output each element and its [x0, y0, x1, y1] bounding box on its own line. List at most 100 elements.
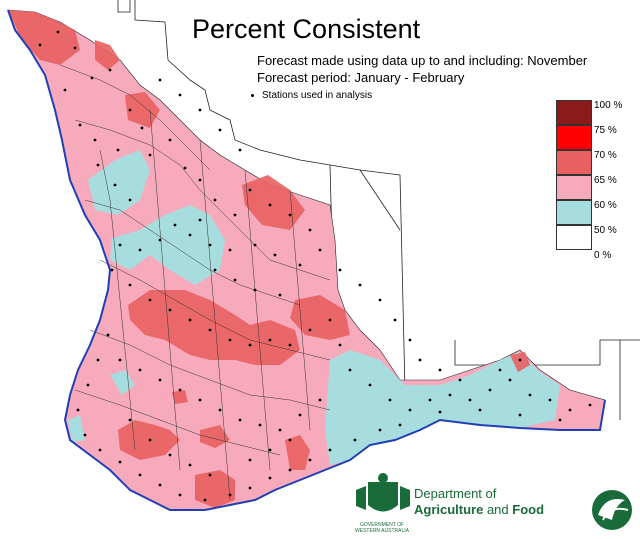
station-dot — [138, 248, 142, 252]
station-dot — [308, 458, 312, 462]
station-dot — [588, 403, 592, 407]
station-dot — [338, 268, 342, 272]
station-dot — [96, 163, 100, 167]
station-dot — [228, 493, 232, 497]
stations-label: Stations used in analysis — [262, 90, 373, 101]
stations-legend: Stations used in analysis — [251, 90, 372, 101]
legend-label-70: 70 % — [594, 150, 617, 161]
station-dot — [378, 428, 382, 432]
station-dot — [358, 283, 362, 287]
station-dot — [228, 248, 232, 252]
station-dot — [248, 343, 252, 347]
legend-label-100: 100 % — [594, 100, 623, 111]
wa-crest-icon — [356, 473, 410, 512]
station-dot — [233, 213, 237, 217]
station-dot — [198, 218, 202, 222]
station-dot — [468, 398, 472, 402]
station-dot — [128, 418, 132, 422]
station-dot — [128, 108, 132, 112]
legend-swatch-70 — [556, 150, 592, 175]
station-dot — [63, 88, 67, 92]
forecast-period-text: Forecast period: January - February — [257, 70, 465, 85]
station-dot — [208, 328, 212, 332]
station-dot — [418, 358, 422, 362]
station-dot — [298, 263, 302, 267]
dafwa-logo-icon — [592, 490, 632, 530]
station-dot — [106, 333, 110, 337]
station-dot — [168, 308, 172, 312]
station-dot — [238, 418, 242, 422]
station-dot — [518, 413, 522, 417]
station-dot — [478, 408, 482, 412]
legend-label-65: 65 % — [594, 175, 617, 186]
station-dot — [93, 138, 97, 142]
station-dot — [353, 438, 357, 442]
station-dot — [328, 318, 332, 322]
station-dot — [248, 458, 252, 462]
legend-label-60: 60 % — [594, 200, 617, 211]
station-dot — [253, 288, 257, 292]
station-dot — [140, 126, 144, 130]
station-dot — [528, 393, 532, 397]
station-dot — [90, 76, 94, 80]
station-dot — [56, 30, 60, 34]
station-dot — [198, 178, 202, 182]
station-dot — [118, 358, 122, 362]
station-dot — [233, 278, 237, 282]
department-name: Department of Agriculture and Food — [414, 486, 544, 518]
station-dot — [178, 388, 182, 392]
district-borders — [59, 64, 331, 501]
station-dot — [548, 398, 552, 402]
forecast-made-text: Forecast made using data up to and inclu… — [257, 53, 588, 68]
legend-swatch-75 — [556, 125, 592, 150]
station-dot — [268, 448, 272, 452]
station-dot — [268, 476, 272, 480]
legend-label-75: 75 % — [594, 125, 617, 136]
station-dot — [198, 398, 202, 402]
station-dot — [138, 473, 142, 477]
station-dot — [128, 198, 132, 202]
department-line2: Agriculture and Food — [414, 502, 545, 517]
station-dot — [98, 448, 102, 452]
legend-swatch-50 — [556, 225, 592, 250]
station-dot — [398, 423, 402, 427]
station-dot — [308, 228, 312, 232]
station-dot — [328, 448, 332, 452]
station-dot — [298, 413, 302, 417]
station-dot — [108, 68, 112, 72]
station-dot — [248, 486, 252, 490]
station-dot — [178, 93, 182, 97]
station-dot — [393, 318, 397, 322]
station-dot — [158, 378, 162, 382]
station-dot — [78, 123, 82, 127]
government-text: GOVERNMENT OF WESTERN AUSTRALIA — [355, 522, 409, 534]
station-dot — [218, 408, 222, 412]
station-dot — [148, 298, 152, 302]
station-dot — [208, 243, 212, 247]
station-dots — [38, 30, 592, 502]
station-dot — [318, 248, 322, 252]
station-dot — [508, 378, 512, 382]
station-dot — [288, 343, 292, 347]
station-dot — [318, 398, 322, 402]
station-dot — [368, 383, 372, 387]
station-dot — [378, 298, 382, 302]
station-dot — [238, 148, 242, 152]
station-dot — [268, 203, 272, 207]
station-dot — [428, 398, 432, 402]
station-dot — [253, 243, 257, 247]
station-dot — [118, 460, 122, 464]
station-dot — [213, 268, 217, 272]
station-dot — [38, 43, 42, 47]
station-dot — [218, 128, 222, 132]
station-dot — [148, 153, 152, 157]
station-dot — [83, 433, 87, 437]
station-dot — [188, 233, 192, 237]
station-dot — [148, 438, 152, 442]
station-dot — [518, 358, 522, 362]
station-dot — [203, 498, 207, 502]
station-dot — [188, 318, 192, 322]
station-dot — [118, 243, 122, 247]
station-dot — [128, 283, 132, 287]
